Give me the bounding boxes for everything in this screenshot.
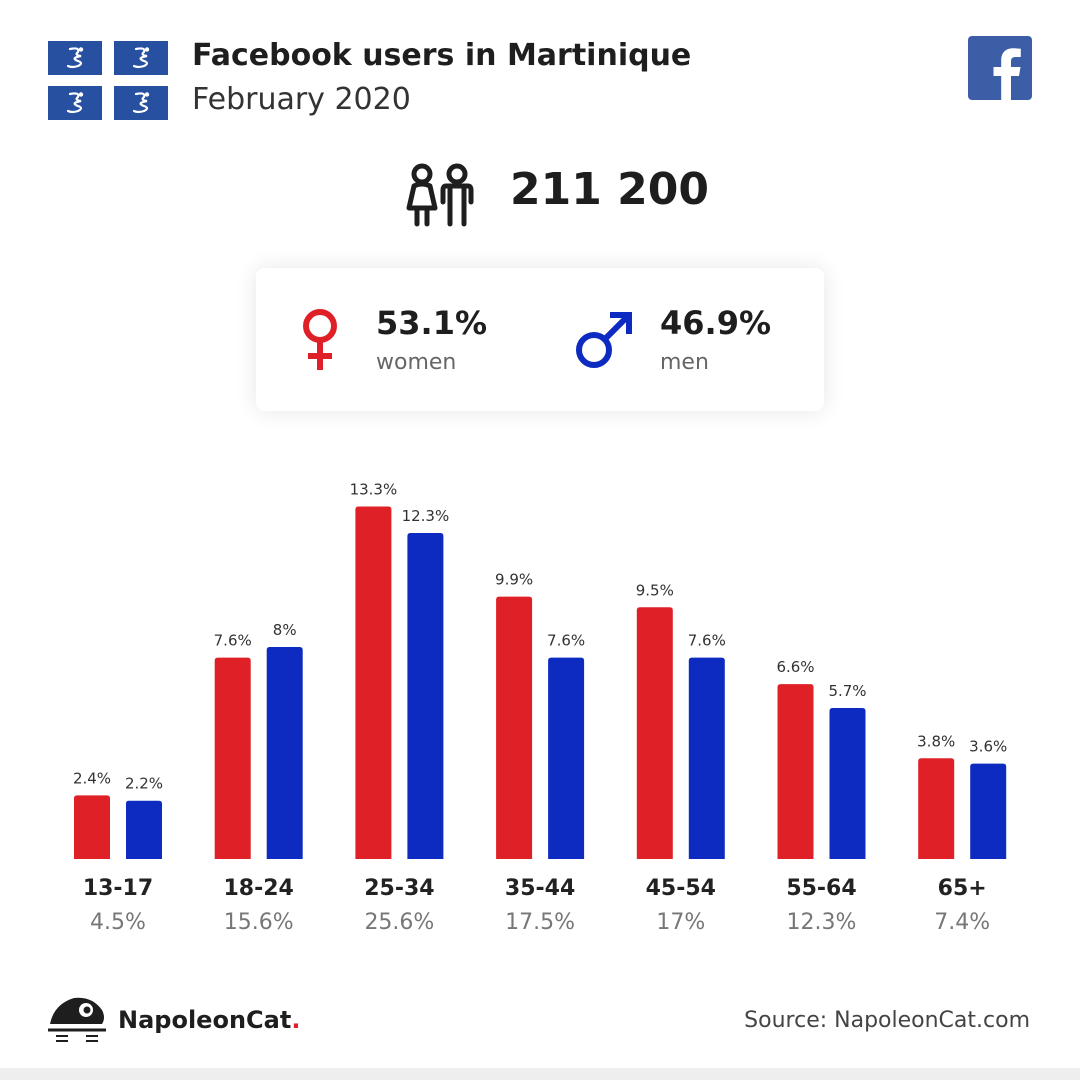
category-label-13-17: 13-17: [82, 876, 154, 901]
category-label-65+: 65+: [937, 876, 987, 901]
bar-men-25-34: [407, 533, 444, 859]
category-label-55-64: 55-64: [786, 876, 857, 901]
category-label-35-44: 35-44: [504, 876, 576, 901]
data-label-women-35-44: 9.9%: [495, 571, 533, 589]
data-label-women-45-54: 9.5%: [636, 581, 674, 599]
bar-women-45-54: [636, 607, 673, 859]
female-symbol-icon: [302, 308, 338, 376]
people-icon: [404, 160, 476, 236]
category-total-55-64: 12.3%: [786, 910, 857, 935]
facebook-logo-icon: [968, 36, 1032, 100]
data-label-men-25-34: 12.3%: [402, 507, 450, 525]
male-symbol-icon: [574, 310, 638, 374]
bar-women-13-17: [74, 795, 110, 859]
category-total-18-24: 15.6%: [223, 910, 294, 935]
data-label-men-35-44: 7.6%: [547, 632, 585, 650]
category-total-65+: 7.4%: [934, 910, 991, 935]
bar-men-65+: [970, 763, 1007, 859]
flag-icon: [48, 41, 102, 75]
category-total-45-54: 17%: [656, 910, 706, 935]
category-total-35-44: 17.5%: [505, 910, 576, 935]
data-label-men-13-17: 2.2%: [125, 775, 163, 793]
data-label-women-55-64: 6.6%: [776, 658, 814, 676]
bar-men-45-54: [688, 657, 725, 859]
bar-women-25-34: [355, 506, 392, 859]
bar-men-13-17: [126, 800, 162, 859]
data-label-men-45-54: 7.6%: [688, 632, 726, 650]
total-users: 211 200: [510, 164, 710, 215]
bar-men-35-44: [548, 657, 585, 859]
napoleoncat-logo-icon: [46, 994, 108, 1048]
flag-icon: [114, 41, 168, 75]
women-label: women: [376, 350, 457, 375]
men-label: men: [660, 350, 709, 375]
category-label-25-34: 25-34: [364, 876, 435, 901]
brand-dot: .: [291, 1006, 301, 1034]
brand-name: NapoleonCat.: [118, 1006, 300, 1034]
category-label-45-54: 45-54: [645, 876, 716, 901]
brand-name-text: NapoleonCat: [118, 1006, 292, 1034]
chart-title: Facebook users in Martinique: [192, 38, 692, 73]
bar-women-18-24: [214, 657, 251, 859]
gender-split-card: 53.1% women 46.9% men: [256, 268, 824, 411]
men-percentage: 46.9%: [660, 304, 772, 342]
footer-strip: [0, 1068, 1080, 1080]
data-label-men-55-64: 5.7%: [828, 682, 866, 700]
bar-women-55-64: [777, 684, 814, 859]
data-label-women-65+: 3.8%: [917, 732, 955, 750]
chart-subtitle: February 2020: [192, 82, 411, 117]
data-label-men-18-24: 8%: [273, 621, 297, 639]
age-gender-bar-chart: 2.4% 2.2% 7.6% 8% 13.3%12.3% 9.9% 7.6% 9.5% 7.6%…: [73, 481, 1007, 859]
source-credit: Source: NapoleonCat.com: [744, 1008, 1030, 1033]
bar-women-65+: [918, 758, 955, 859]
data-label-women-18-24: 7.6%: [214, 632, 252, 650]
data-label-women-25-34: 13.3%: [350, 481, 398, 499]
bar-women-35-44: [496, 596, 533, 859]
category-total-25-34: 25.6%: [364, 910, 435, 935]
data-label-men-65+: 3.6%: [969, 738, 1007, 756]
category-label-18-24: 18-24: [223, 876, 294, 901]
flag-icon: [114, 86, 168, 120]
bar-men-55-64: [829, 707, 866, 859]
data-label-women-13-17: 2.4%: [73, 769, 111, 787]
flag-icon: [48, 86, 102, 120]
category-total-13-17: 4.5%: [90, 910, 146, 935]
women-percentage: 53.1%: [376, 304, 488, 342]
bar-men-18-24: [266, 647, 303, 859]
